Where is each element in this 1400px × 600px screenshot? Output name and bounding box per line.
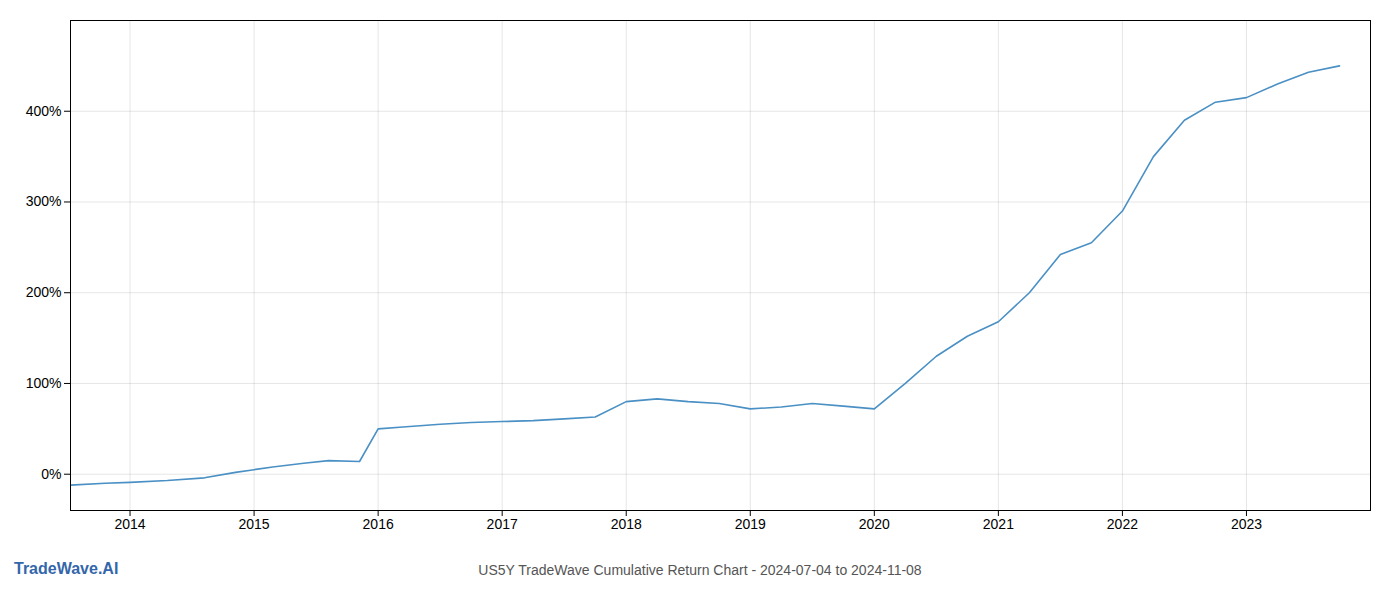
svg-text:400%: 400% — [26, 103, 62, 119]
svg-text:2014: 2014 — [114, 516, 145, 532]
svg-text:2018: 2018 — [611, 516, 642, 532]
svg-text:0%: 0% — [41, 466, 61, 482]
svg-text:2019: 2019 — [735, 516, 766, 532]
svg-text:200%: 200% — [26, 284, 62, 300]
svg-text:2023: 2023 — [1231, 516, 1262, 532]
svg-text:2020: 2020 — [859, 516, 890, 532]
svg-text:2017: 2017 — [487, 516, 518, 532]
svg-text:2022: 2022 — [1107, 516, 1138, 532]
svg-text:2021: 2021 — [983, 516, 1014, 532]
html-text:TradeWave.AI: TradeWave.AI — [14, 560, 119, 577]
html-text:US5Y TradeWave Cumulative Retu: US5Y TradeWave Cumulative Return Chart -… — [478, 562, 922, 578]
svg-text:100%: 100% — [26, 375, 62, 391]
svg-text:2015: 2015 — [239, 516, 270, 532]
svg-text:300%: 300% — [26, 193, 62, 209]
svg-text:2016: 2016 — [363, 516, 394, 532]
